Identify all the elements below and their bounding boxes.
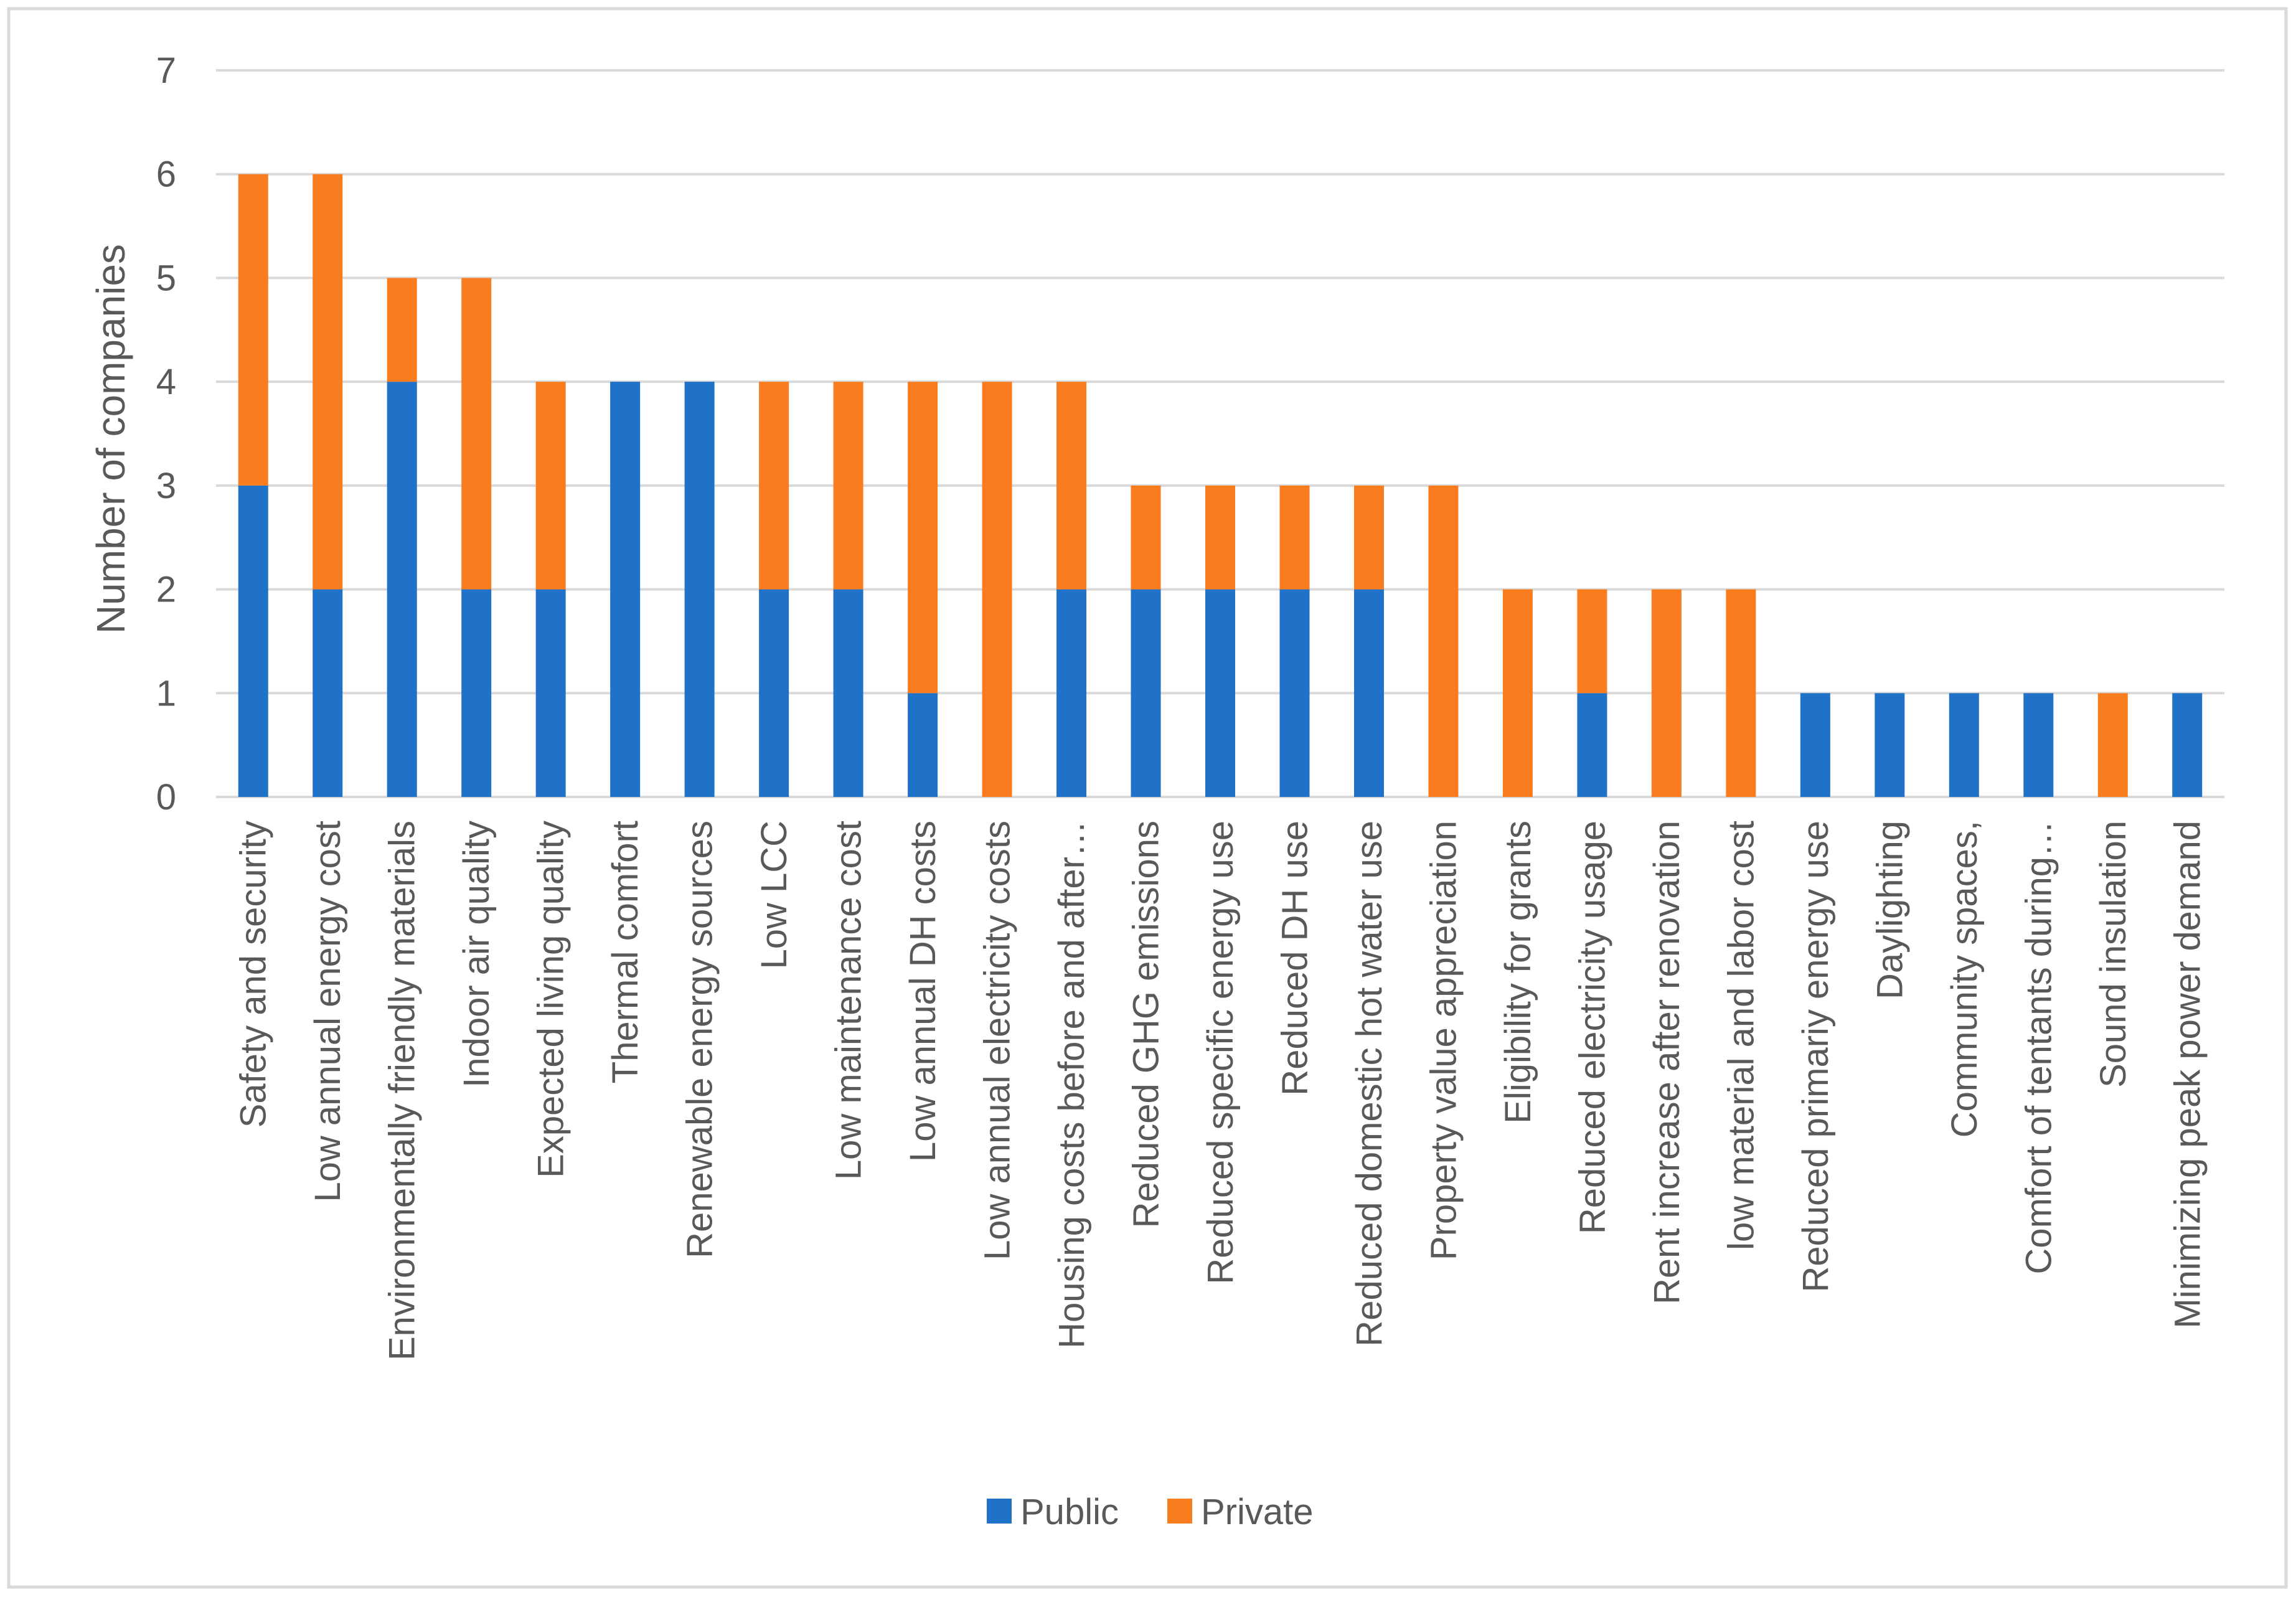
y-axis-ticks: 0 1 2 3 4 5 6 7 [156,50,176,817]
x-category-label: Low annual electricity costs [977,821,1018,1260]
x-category-label: Low maintenance cost [829,821,869,1180]
x-category-label: low material and labor cost [1721,821,1761,1250]
x-category-label: Reduced electricity usage [1572,821,1612,1234]
bar-private [908,382,938,694]
bar-private [1279,485,1310,590]
bar-public [1353,589,1384,797]
x-category-label: Minimizing peak power demand [2167,821,2208,1329]
bar-private [1353,485,1384,590]
x-category-label: Reduced domestic hot water use [1349,821,1390,1347]
bar-private [982,382,1012,797]
x-category-label: Reduced GHG emissions [1126,821,1167,1228]
bar-private [535,382,566,590]
x-category-label: Safety and security [233,821,274,1128]
x-category-label: Thermal comfort [605,821,646,1083]
legend-swatch-private [1167,1499,1192,1524]
x-category-label: Low LCC [754,821,794,969]
bar-public [1205,589,1235,797]
y-tick-label: 1 [156,673,176,714]
y-tick-label: 0 [156,777,176,817]
x-category-label: Low annual DH costs [903,821,943,1162]
x-category-label: Daylighting [1870,821,1910,999]
legend-label-public: Public [1020,1492,1119,1532]
bar-private [1726,589,1756,797]
bar-public [1577,693,1607,797]
bar-public [908,693,938,797]
bar-private [313,174,343,590]
y-tick-label: 3 [156,466,176,506]
y-axis-title: Number of companies [88,244,133,634]
bar-public [1279,589,1310,797]
bar-public [684,382,715,797]
bar-public [535,589,566,797]
bar-private [387,278,417,382]
bar-private [1131,485,1161,590]
bar-public [238,485,268,797]
x-category-label: Comfort of tentants during… [2018,821,2059,1274]
x-category-label: Sound insulation [2093,821,2134,1088]
y-tick-label: 2 [156,570,176,610]
x-category-label: Renewable energy sources [680,821,720,1258]
bar-public [461,589,492,797]
x-category-label: Reduced primariy energy use [1795,821,1836,1293]
legend-swatch-public [987,1499,1012,1524]
bar-public [1056,589,1087,797]
bar-public [759,589,789,797]
legend-label-private: Private [1201,1492,1314,1532]
x-category-label: Housing costs before and after… [1052,821,1092,1349]
bar-private [1577,589,1607,694]
bar-private [2097,693,2128,797]
bar-public [610,382,641,797]
bar-public [2172,693,2203,797]
x-category-label: Community spaces, [1944,821,1985,1138]
bar-public [387,382,417,797]
bar-public [313,589,343,797]
x-category-label: Reduced DH use [1274,821,1315,1096]
x-category-label: Reduced specific energy use [1200,821,1241,1284]
bar-public [1800,693,1830,797]
bar-public [833,589,863,797]
bar-private [1056,382,1087,590]
bar-private [759,382,789,590]
bar-public [1875,693,1905,797]
y-tick-label: 6 [156,154,176,195]
bar-private [1428,485,1459,797]
y-tick-label: 5 [156,258,176,298]
legend: Public Private [987,1492,1314,1532]
bar-private [833,382,863,590]
bar-public [1131,589,1161,797]
bar-private [238,174,268,486]
bar-public [1949,693,1979,797]
x-category-label: Low annual energy cost [308,821,348,1202]
bar-private [461,278,492,590]
y-tick-label: 4 [156,362,176,402]
x-category-label: Rent increase after renovation [1647,821,1687,1304]
x-axis-labels: Safety and security Low annual energy cos… [233,821,2208,1360]
x-category-label: Environmentally friendly materials [382,821,423,1360]
bar-public [2023,693,2054,797]
bar-private [1651,589,1682,797]
x-category-label: Expected living quality [531,821,572,1178]
bars [238,174,2203,797]
x-category-label: Eligibility for grants [1498,821,1538,1124]
bar-private [1205,485,1235,590]
y-tick-label: 7 [156,50,176,91]
x-category-label: Indoor air quality [456,821,497,1088]
x-category-label: Property value appreciation [1423,821,1464,1260]
bar-private [1502,589,1533,797]
